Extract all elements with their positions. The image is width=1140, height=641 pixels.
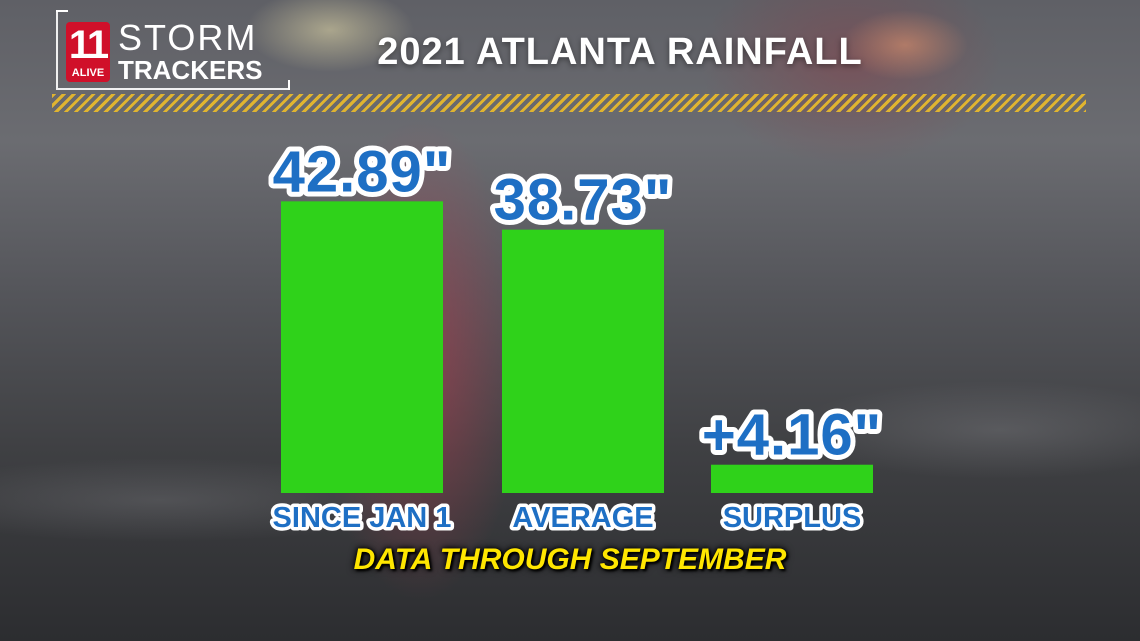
hazard-stripe-divider <box>52 94 1086 112</box>
value-label: 42.89" <box>273 139 452 204</box>
bar-surplus <box>711 464 873 493</box>
brand-number: 11 <box>68 23 109 67</box>
category-label: SURPLUS <box>723 502 862 534</box>
chart-title: 2021 ATLANTA RAINFALL <box>377 31 863 73</box>
data-footnote: DATA THROUGH SEPTEMBER <box>353 543 787 576</box>
value-label: +4.16" <box>702 403 882 468</box>
alive-brand-badge: 11 ALIVE <box>66 22 110 82</box>
category-label: AVERAGE <box>512 502 653 534</box>
logo-corner-mark <box>56 10 68 12</box>
logo-storm-text: STORM <box>118 17 258 58</box>
value-label: 38.73" <box>494 168 673 233</box>
logo-trackers-text: TRACKERS <box>118 55 263 85</box>
bar-since-jan-1 <box>281 201 443 493</box>
brand-alive-text: ALIVE <box>71 67 105 79</box>
category-label: SINCE JAN 1 <box>273 502 452 534</box>
storm-trackers-logo: 11 ALIVE STORM TRACKERS <box>56 10 290 90</box>
logo-corner-mark <box>288 80 290 90</box>
bar-average <box>502 229 664 494</box>
